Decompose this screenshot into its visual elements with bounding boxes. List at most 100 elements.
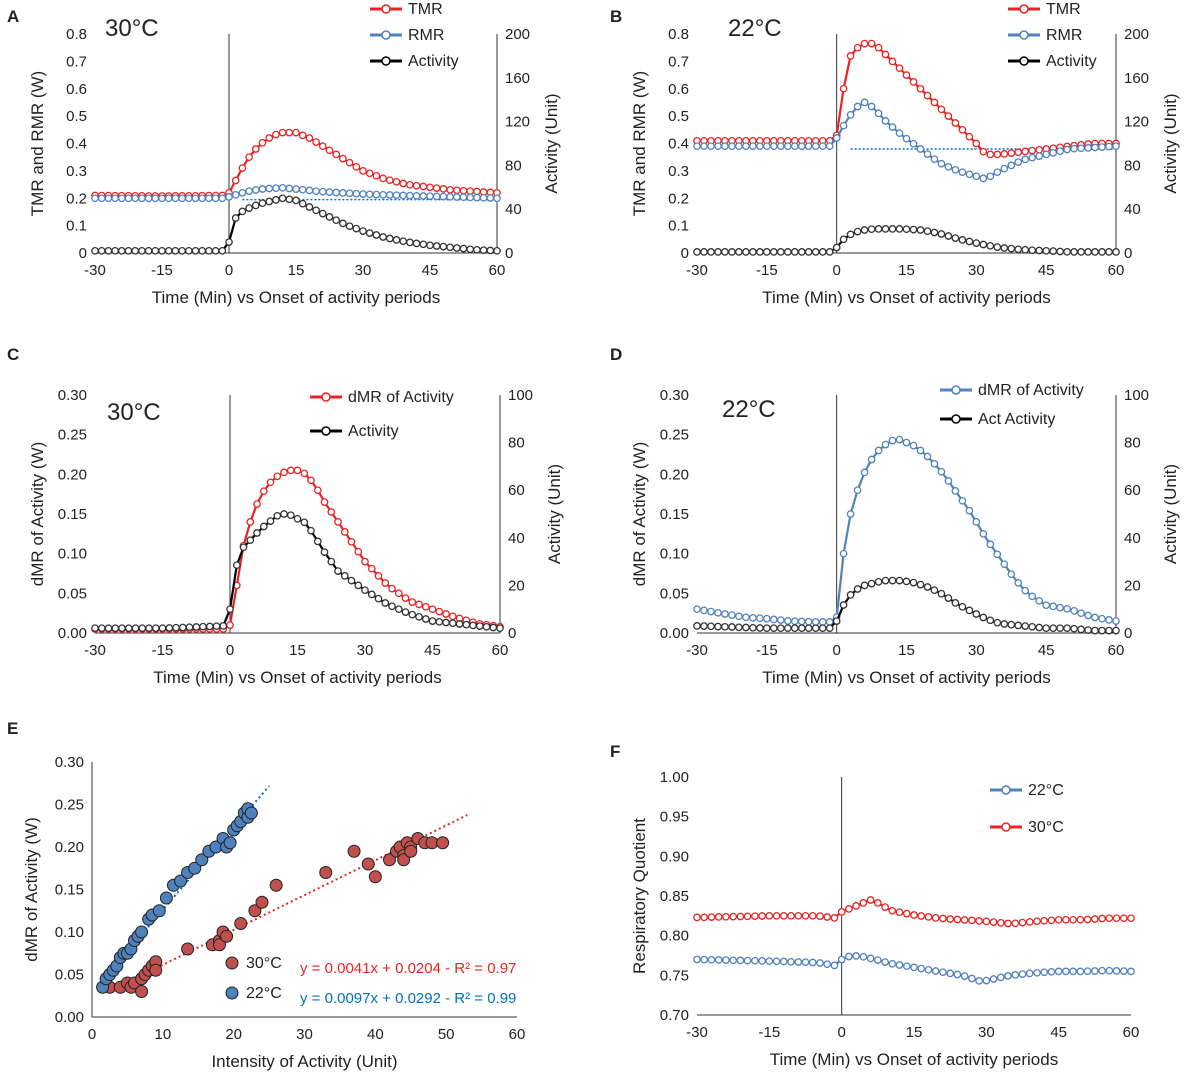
panel-a-marker <box>399 237 408 246</box>
panel-b-x-tick: 0 <box>832 262 840 279</box>
panel-a-marker <box>151 246 160 255</box>
panel-f-marker <box>953 970 962 979</box>
panel-d-marker <box>1091 626 1099 635</box>
panel-c-marker <box>300 469 309 478</box>
panel-b-marker <box>1042 246 1051 255</box>
panel-a-legend-label: RMR <box>408 27 444 44</box>
panel-d-marker <box>881 440 890 449</box>
panel-f-marker <box>816 912 824 920</box>
panel-f-marker <box>787 957 795 966</box>
panel-a-y2-label: Activity (Unit) <box>542 93 561 193</box>
panel-d-marker <box>728 611 736 619</box>
panel-b-marker <box>714 248 722 256</box>
panel-a-marker <box>339 154 347 163</box>
panel-f-marker <box>1047 967 1056 976</box>
panel-a-y-tick: 0.6 <box>66 81 87 98</box>
panel-d-marker <box>874 446 883 455</box>
panel-f-marker <box>1083 967 1092 976</box>
panel-a-marker <box>292 196 300 205</box>
panel-b-marker <box>707 142 715 151</box>
panel-a-marker <box>325 213 334 221</box>
panel-d-legend-marker <box>951 414 961 424</box>
panel-c-y-tick: 0.10 <box>58 546 87 563</box>
panel-f-marker <box>1090 967 1099 975</box>
panel-f-marker <box>700 955 709 964</box>
panel-b-marker <box>1084 248 1092 256</box>
panel-d-marker <box>721 610 729 618</box>
panel-e-point <box>213 938 226 952</box>
panel-f-marker <box>794 958 803 966</box>
panel-d-marker <box>1028 592 1037 601</box>
panel-f-marker <box>1025 969 1034 978</box>
panel-a-marker <box>231 190 240 199</box>
panel-a-y-tick: 0.4 <box>66 136 87 153</box>
panel-a-marker <box>332 188 341 197</box>
panel-b-x-tick: 30 <box>968 262 985 279</box>
panel-b-marker <box>853 102 862 111</box>
panel-c-marker <box>361 557 369 566</box>
panel-e-x-tick: 40 <box>367 1026 384 1043</box>
panel-c-marker <box>205 622 214 631</box>
panel-b-marker <box>1021 155 1030 164</box>
panel-c-marker <box>428 605 437 614</box>
panel-f-legend-label: 22°C <box>1028 782 1064 799</box>
panel-b-y-tick: 0.4 <box>668 136 689 153</box>
panel-e-point <box>159 891 173 905</box>
panel-f-marker <box>1033 968 1041 977</box>
panel-c-marker <box>307 526 315 535</box>
panel-f-marker <box>772 911 781 920</box>
panel-d-marker <box>735 623 743 632</box>
panel-b-marker <box>1105 248 1113 256</box>
panel-d-marker <box>1049 624 1058 633</box>
panel-c-marker <box>313 486 322 495</box>
panel-b-marker <box>951 165 960 174</box>
panel-f-marker <box>722 912 730 921</box>
panel-c-y2-tick: 0 <box>508 625 516 642</box>
panel-a-marker <box>178 246 186 255</box>
panel-b-marker <box>937 230 946 238</box>
panel-a-marker <box>205 194 213 203</box>
panel-c-marker <box>259 487 268 496</box>
panel-b-marker <box>707 248 715 256</box>
panel-a-x-tick: 60 <box>489 262 506 279</box>
panel-d-marker <box>707 607 715 616</box>
panel-c-y2-tick: 80 <box>508 435 525 452</box>
panel-d-y2-tick: 80 <box>1124 435 1141 452</box>
panel-f-x-tick: -15 <box>758 1024 780 1041</box>
panel-c-marker <box>280 468 288 477</box>
panel-e-point <box>347 844 361 858</box>
panel-d-marker <box>923 583 932 591</box>
panel-f-marker <box>837 908 846 916</box>
panel-c-x-label: Time (Min) vs Onset of activity periods <box>153 668 441 687</box>
panel-a-marker <box>272 184 280 193</box>
panel-c-marker <box>354 547 363 556</box>
panel-e-x-tick: 30 <box>296 1026 313 1043</box>
panel-c-marker <box>469 621 477 630</box>
panel-a-legend-marker <box>381 4 391 14</box>
panel-c-marker <box>286 466 295 475</box>
panel-c-marker <box>232 561 241 570</box>
panel-b-legend-label: TMR <box>1046 1 1081 18</box>
panel-d-marker <box>832 617 841 625</box>
panel-b-marker <box>923 91 932 100</box>
panel-d-y2-label: Activity (Unit) <box>1161 464 1180 564</box>
panel-b-marker <box>916 84 925 93</box>
panel-d-marker <box>1021 622 1030 630</box>
panel-d-marker <box>1084 611 1092 620</box>
panel-a-marker <box>466 193 475 202</box>
panel-a-marker <box>486 246 495 255</box>
panel-a-y2-tick: 160 <box>505 70 530 87</box>
panel-a-marker <box>91 246 99 255</box>
panel-a-marker <box>406 238 414 247</box>
panel-b-y-tick: 0.1 <box>668 218 689 235</box>
panel-a-marker <box>318 209 327 218</box>
panel-a-y-tick: 0.2 <box>66 190 87 207</box>
panel-d-marker <box>944 594 953 602</box>
panel-d-y-tick: 0.25 <box>660 427 689 444</box>
panel-d-marker <box>916 580 925 589</box>
panel-d-marker <box>895 435 904 444</box>
panel-f-marker <box>758 912 766 920</box>
panel-d-y-tick: 0.30 <box>660 387 689 404</box>
panel-a-marker <box>298 131 307 140</box>
